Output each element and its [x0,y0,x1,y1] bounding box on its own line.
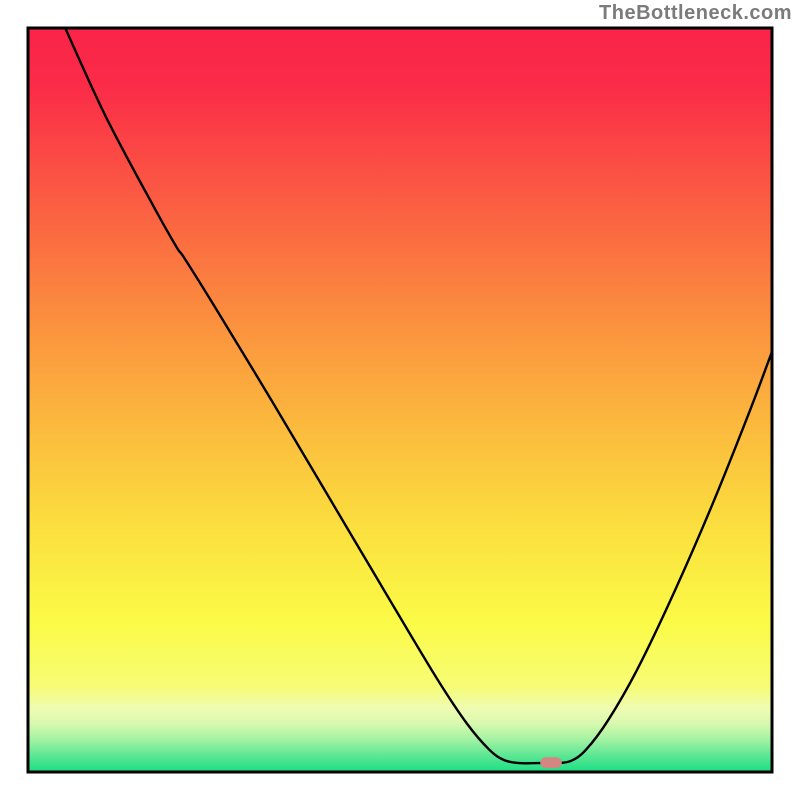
plot-area [28,28,772,772]
gradient-background [28,28,772,772]
optimal-marker [540,757,562,768]
chart-container: TheBottleneck.com [0,0,800,800]
bottleneck-chart [0,0,800,800]
watermark-text: TheBottleneck.com [599,2,792,25]
